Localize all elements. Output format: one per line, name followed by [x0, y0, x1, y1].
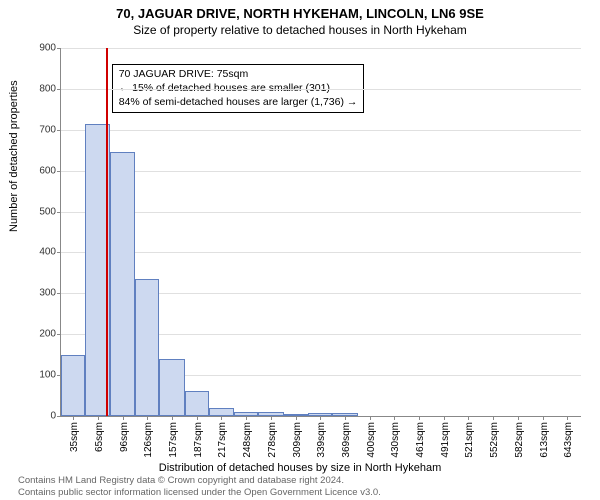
xtick-mark: [320, 416, 321, 420]
ytick-mark: [57, 89, 61, 90]
xtick-label: 582sqm: [514, 422, 525, 460]
xtick-label: 187sqm: [193, 422, 204, 460]
xtick-label: 126sqm: [143, 422, 154, 460]
histogram-bar: [159, 359, 184, 416]
xtick-label: 643sqm: [563, 422, 574, 460]
ytick-mark: [57, 212, 61, 213]
ytick-mark: [57, 416, 61, 417]
xtick-label: 369sqm: [341, 422, 352, 460]
xtick-mark: [444, 416, 445, 420]
gridline: [61, 171, 581, 172]
xtick-mark: [147, 416, 148, 420]
xtick-label: 278sqm: [267, 422, 278, 460]
xtick-label: 400sqm: [366, 422, 377, 460]
gridline: [61, 89, 581, 90]
ytick-label: 400: [26, 247, 56, 258]
ytick-label: 800: [26, 83, 56, 94]
ytick-mark: [57, 252, 61, 253]
gridline: [61, 130, 581, 131]
xtick-label: 552sqm: [489, 422, 500, 460]
ytick-label: 600: [26, 165, 56, 176]
xtick-mark: [123, 416, 124, 420]
xtick-mark: [394, 416, 395, 420]
page-title: 70, JAGUAR DRIVE, NORTH HYKEHAM, LINCOLN…: [0, 0, 600, 21]
xtick-mark: [493, 416, 494, 420]
xtick-label: 217sqm: [217, 422, 228, 460]
ytick-mark: [57, 48, 61, 49]
xtick-label: 248sqm: [242, 422, 253, 460]
ytick-label: 500: [26, 206, 56, 217]
x-axis-label: Distribution of detached houses by size …: [0, 462, 600, 474]
footer-attribution: Contains HM Land Registry data © Crown c…: [18, 475, 381, 498]
gridline: [61, 252, 581, 253]
ytick-mark: [57, 171, 61, 172]
ytick-mark: [57, 130, 61, 131]
xtick-mark: [221, 416, 222, 420]
xtick-mark: [370, 416, 371, 420]
xtick-mark: [271, 416, 272, 420]
xtick-label: 491sqm: [440, 422, 451, 460]
xtick-mark: [567, 416, 568, 420]
xtick-mark: [296, 416, 297, 420]
ytick-label: 700: [26, 124, 56, 135]
footer-line-2: Contains public sector information licen…: [18, 487, 381, 498]
xtick-mark: [345, 416, 346, 420]
histogram-bar: [185, 391, 209, 416]
histogram-bar: [209, 408, 234, 416]
histogram-bar: [135, 279, 159, 416]
xtick-label: 430sqm: [390, 422, 401, 460]
xtick-label: 339sqm: [316, 422, 327, 460]
xtick-label: 613sqm: [539, 422, 550, 460]
xtick-mark: [172, 416, 173, 420]
annotation-line-1: 70 JAGUAR DRIVE: 75sqm: [119, 68, 358, 82]
xtick-mark: [468, 416, 469, 420]
xtick-mark: [73, 416, 74, 420]
page-subtitle: Size of property relative to detached ho…: [0, 21, 600, 37]
ytick-label: 0: [26, 411, 56, 422]
footer-line-1: Contains HM Land Registry data © Crown c…: [18, 475, 381, 486]
xtick-mark: [197, 416, 198, 420]
xtick-label: 65sqm: [94, 422, 105, 460]
annotation-line-3: 84% of semi-detached houses are larger (…: [119, 96, 358, 110]
ytick-label: 200: [26, 329, 56, 340]
ytick-mark: [57, 293, 61, 294]
histogram-bar: [61, 355, 85, 416]
xtick-label: 521sqm: [464, 422, 475, 460]
histogram-chart: 70 JAGUAR DRIVE: 75sqm ← 15% of detached…: [60, 48, 581, 417]
xtick-label: 157sqm: [168, 422, 179, 460]
xtick-label: 96sqm: [119, 422, 130, 460]
y-axis-label: Number of detached properties: [8, 80, 20, 232]
ytick-label: 300: [26, 288, 56, 299]
xtick-mark: [419, 416, 420, 420]
gridline: [61, 212, 581, 213]
gridline: [61, 48, 581, 49]
property-marker-line: [106, 48, 108, 416]
ytick-label: 900: [26, 43, 56, 54]
xtick-label: 461sqm: [415, 422, 426, 460]
ytick-mark: [57, 334, 61, 335]
xtick-mark: [246, 416, 247, 420]
xtick-label: 35sqm: [69, 422, 80, 460]
ytick-label: 100: [26, 370, 56, 381]
xtick-mark: [518, 416, 519, 420]
xtick-label: 309sqm: [292, 422, 303, 460]
xtick-mark: [98, 416, 99, 420]
xtick-mark: [543, 416, 544, 420]
histogram-bar: [110, 152, 135, 416]
